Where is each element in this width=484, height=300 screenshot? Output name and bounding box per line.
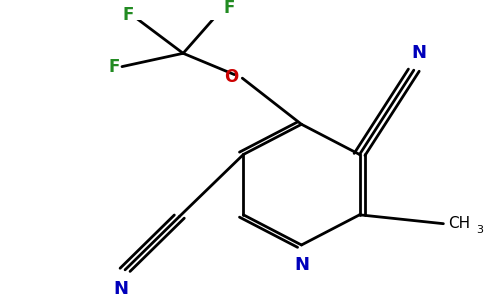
Text: N: N [294,256,309,274]
Text: 3: 3 [476,225,483,235]
Text: N: N [114,280,129,298]
Text: F: F [122,6,134,24]
Text: O: O [224,68,239,86]
Text: F: F [108,58,120,76]
Text: F: F [223,0,234,17]
Text: N: N [411,44,426,62]
Text: CH: CH [448,216,470,231]
